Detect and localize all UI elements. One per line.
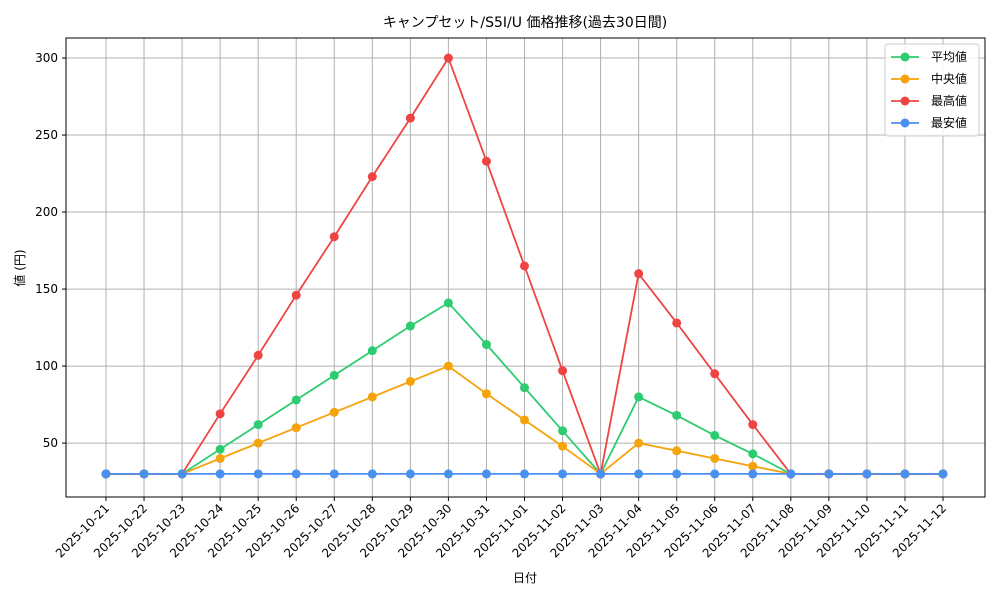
- data-point: [443, 469, 453, 479]
- legend-swatch-marker: [900, 118, 910, 128]
- data-point: [215, 409, 225, 419]
- data-point: [443, 361, 453, 371]
- data-point: [215, 444, 225, 454]
- data-point: [291, 395, 301, 405]
- data-point: [672, 469, 682, 479]
- data-point: [710, 369, 720, 379]
- data-point: [367, 392, 377, 402]
- series-3: [101, 469, 948, 479]
- legend-box: [884, 43, 980, 137]
- legend-item: 最高値: [891, 93, 967, 108]
- data-point: [481, 469, 491, 479]
- data-point: [862, 469, 872, 479]
- data-point: [253, 420, 263, 430]
- data-point: [824, 469, 834, 479]
- y-tick-label: 300: [35, 51, 58, 65]
- data-point: [786, 469, 796, 479]
- data-point: [748, 469, 758, 479]
- data-point: [215, 469, 225, 479]
- data-point: [558, 366, 568, 376]
- data-point: [634, 438, 644, 448]
- data-point: [139, 469, 149, 479]
- y-tick-label: 150: [35, 282, 58, 296]
- data-point: [253, 469, 263, 479]
- legend-label: 平均値: [931, 49, 967, 64]
- data-point: [938, 469, 948, 479]
- y-tick-label: 200: [35, 205, 58, 219]
- legend-item: 平均値: [891, 49, 967, 64]
- data-point: [481, 156, 491, 166]
- data-point: [443, 53, 453, 63]
- data-point: [558, 469, 568, 479]
- data-point: [177, 469, 187, 479]
- data-point: [101, 469, 111, 479]
- x-axis-title: 日付: [513, 571, 537, 585]
- data-point: [405, 469, 415, 479]
- data-point: [900, 469, 910, 479]
- y-axis-title: 値 (円): [12, 249, 27, 286]
- data-point: [634, 469, 644, 479]
- data-point: [291, 469, 301, 479]
- data-point: [596, 469, 606, 479]
- data-point: [672, 446, 682, 456]
- plot-area-frame: [65, 37, 986, 498]
- legend-swatch-marker: [900, 96, 910, 106]
- data-point: [291, 423, 301, 433]
- data-point: [520, 415, 529, 425]
- data-point: [748, 420, 758, 430]
- data-point: [329, 232, 339, 242]
- data-point: [520, 383, 529, 393]
- data-point: [710, 453, 720, 463]
- data-point: [253, 438, 263, 448]
- data-point: [672, 410, 682, 420]
- data-point: [634, 392, 644, 402]
- data-point: [634, 269, 644, 279]
- data-point: [748, 461, 758, 471]
- data-point: [443, 298, 453, 308]
- y-tick-label: 50: [43, 436, 58, 450]
- data-point: [481, 340, 491, 350]
- data-point: [329, 469, 339, 479]
- data-point: [405, 321, 415, 331]
- data-point: [710, 430, 720, 440]
- legend-item: 中央値: [891, 71, 967, 86]
- legend-label: 最安値: [931, 115, 967, 130]
- data-point: [481, 389, 491, 399]
- data-point: [672, 318, 682, 328]
- legend-swatch-marker: [900, 74, 910, 84]
- data-point: [405, 113, 415, 123]
- data-point: [329, 407, 339, 417]
- axis-ticks: 2025-10-212025-10-222025-10-232025-10-24…: [35, 51, 949, 560]
- data-point: [710, 469, 720, 479]
- data-point: [558, 426, 568, 436]
- y-tick-label: 250: [35, 128, 58, 142]
- data-point: [215, 453, 225, 463]
- legend-label: 中央値: [931, 71, 967, 86]
- chart-title: キャンプセット/S5I/U 価格推移(過去30日間): [383, 15, 667, 31]
- series-lines: [101, 53, 948, 479]
- grid: [66, 38, 985, 497]
- legend-item: 最安値: [891, 115, 967, 130]
- data-point: [558, 441, 568, 451]
- data-point: [405, 376, 415, 386]
- data-point: [520, 261, 529, 271]
- data-point: [748, 449, 758, 459]
- legend-swatch-marker: [900, 52, 910, 62]
- data-point: [253, 350, 263, 360]
- data-point: [367, 346, 377, 356]
- data-point: [291, 290, 301, 300]
- data-point: [520, 469, 529, 479]
- data-point: [329, 370, 339, 380]
- data-point: [367, 469, 377, 479]
- y-tick-label: 100: [35, 359, 58, 373]
- legend-label: 最高値: [931, 93, 967, 108]
- data-point: [367, 172, 377, 182]
